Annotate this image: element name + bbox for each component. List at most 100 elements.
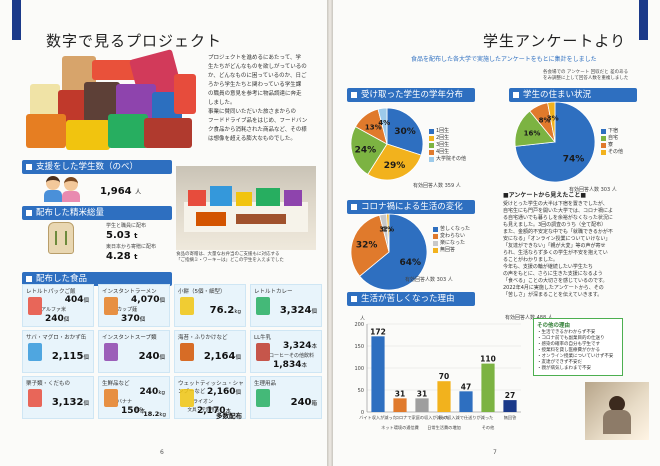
page-number: 7	[493, 449, 497, 456]
pie-slice	[377, 107, 388, 145]
food-cell: レトルトパックご飯 404個 アルファ米 240個	[22, 284, 94, 327]
pie-slice	[386, 213, 390, 253]
reasons-header: 生活が苦しくなった理由	[347, 292, 475, 306]
page-subtitle: 食品を配布した各大学で実施したアンケートをもとに集計をしました	[411, 56, 597, 63]
food-icon	[180, 389, 194, 407]
food-value: 3,132個	[51, 397, 89, 408]
food-sublabel3: 文具・学習用品	[187, 408, 220, 413]
food-value3: 18.2kg	[143, 410, 166, 418]
pie-label: 74%	[563, 155, 585, 165]
pie-label: 64%	[400, 258, 422, 268]
legend-item: 2回生	[429, 135, 466, 142]
pie-label: 1%	[382, 225, 394, 233]
pie-slice	[350, 126, 388, 175]
pie-label: 30%	[394, 127, 416, 137]
pie-label: 3%	[379, 226, 391, 234]
food-cell: 生理用品 240箱	[250, 376, 322, 419]
y-tick-label: 200	[354, 322, 364, 328]
legend-item: 無回答	[433, 247, 470, 254]
rice-value2: 4.28 t	[106, 251, 138, 262]
legend-item: 4回生	[429, 149, 466, 156]
pie-slice	[359, 213, 428, 291]
page-title: 学生アンケートより	[483, 32, 627, 50]
supported-value: 1,964 人	[100, 186, 142, 197]
bar	[393, 398, 407, 412]
pie-label: 32%	[356, 241, 378, 251]
y-tick-label: 0	[361, 410, 364, 416]
grade-count: 有効回答人数 359 人	[413, 183, 461, 189]
bar-value-label: 70	[439, 372, 449, 381]
pie-slice	[350, 214, 390, 277]
x-category-label: コロナで家庭の収入が減った	[395, 414, 449, 421]
distribution-photo	[176, 166, 316, 250]
note-right: 各会場での アンケート 回収だと 差のある をみ調整に上して回答人数を重複しました	[543, 70, 629, 81]
y-unit-label: 人	[360, 316, 365, 322]
x-category-label: ネット環境の通信費	[381, 424, 419, 431]
food-value: 240kg	[139, 387, 165, 397]
food-label: インスタントラーメン	[102, 289, 157, 295]
corner-bar	[639, 0, 648, 40]
residence-pie-chart: 74% 16% 8%3%	[514, 101, 596, 183]
food-label: インスタントスープ類	[102, 335, 157, 341]
food-cell: インスタントラーメン 4,070個 カップ麺 370個	[98, 284, 170, 327]
food-cell: インスタントスープ類 240個	[98, 330, 170, 373]
legend-item: 楽になった	[433, 240, 470, 247]
intro-text: プロジェクトを進めるにあたって、学 生たちがどんなものを欲しがっているの か、どんな…	[208, 55, 308, 142]
page-number: 6	[160, 449, 164, 456]
food-value: 2,164個	[203, 351, 241, 362]
food-value3: 多数配布	[216, 412, 242, 420]
food-value: 3,324本	[283, 341, 317, 351]
bar	[415, 398, 429, 412]
right-page: 学生アンケートより 食品を配布した各大学で実施したアンケートをもとに集計をしまし…	[333, 0, 660, 466]
food-value2: 370個	[121, 314, 146, 324]
x-category-label: 無回答	[504, 414, 517, 421]
food-label: レトルトカレー	[254, 289, 293, 295]
corner-bar	[12, 0, 21, 40]
food-value2: 150本	[121, 406, 146, 416]
bar-value-label: 47	[461, 382, 471, 391]
food-label: レトルトパックご飯	[26, 289, 76, 295]
reasons-bar-chart: 人 0 50 100 150 200 172 バイト収入が減った 31 ネット環境の通信費 31 コロ…	[354, 316, 521, 431]
food-icon	[180, 343, 194, 361]
legend-item: 苦しくなった	[433, 226, 470, 233]
food-label: 生理用品	[254, 381, 277, 387]
food-icon	[104, 297, 118, 315]
pie-slice	[367, 143, 422, 181]
legend-item: 3回生	[429, 142, 466, 149]
food-sublabel: バナナ	[117, 399, 133, 405]
legend-item: 下宿	[601, 128, 623, 135]
bar-value-label: 172	[370, 327, 386, 336]
pie-label: 29%	[384, 161, 406, 171]
bar	[371, 336, 385, 412]
food-value: 76.2kg	[209, 305, 241, 316]
food-value: 240個	[138, 351, 165, 362]
food-icon	[104, 343, 118, 361]
food-header: 配布した食品	[22, 272, 172, 286]
bar-value-label: 110	[480, 355, 496, 364]
food-icon	[28, 389, 42, 407]
food-cell: 小餅（5個・細型） 76.2kg	[174, 284, 246, 327]
food-cell: 生鮮品など 240kg バナナ 150本 他の 18.2kg	[98, 376, 170, 419]
covid-count: 有効回答人数 303 人	[405, 277, 453, 283]
pie-label: 4%	[378, 119, 390, 127]
student-photo	[585, 382, 649, 440]
pie-label: 3%	[547, 114, 559, 122]
food-value: 4,070個	[131, 295, 165, 305]
pie-label: 8%	[539, 117, 551, 125]
bar	[481, 363, 495, 412]
food-value2: 1,834本	[273, 360, 307, 370]
pie-label: 13%	[365, 123, 382, 131]
food-icon	[180, 297, 194, 315]
x-category-label: バイト収入が減った	[359, 414, 397, 421]
rice-header: 配布した精米総量	[22, 206, 172, 220]
bar	[437, 381, 451, 412]
covid-pie-chart: 64% 32%3%1%	[350, 213, 428, 291]
page-title: 数字で見るプロジェクト	[46, 32, 223, 50]
food-value: 2,160個	[207, 387, 241, 397]
food-value: 240箱	[290, 397, 317, 408]
grade-legend: 1回生 2回生 3回生 4回生 大学院その他	[429, 128, 466, 163]
food-icon	[104, 389, 118, 407]
food-sublabel3: 他の	[134, 408, 143, 413]
y-tick-label: 100	[354, 366, 364, 372]
bar-value-label: 31	[417, 389, 427, 398]
